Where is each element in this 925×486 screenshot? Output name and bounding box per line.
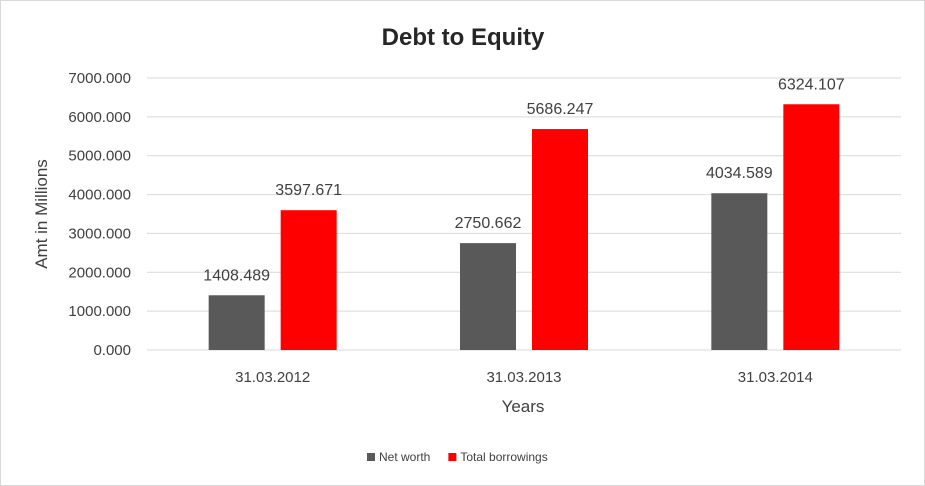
data-label: 2750.662 [455,215,522,232]
legend: Net worth Total borrowings [367,450,548,464]
y-tick-label: 6000.000 [68,109,131,126]
data-label: 5686.247 [527,101,594,118]
data-label: 4034.589 [706,165,773,182]
x-tick-label: 31.03.2014 [738,369,813,386]
y-tick-label: 0.000 [93,342,131,359]
y-axis-title: Amt in Millions [32,159,51,269]
y-tick-label: 3000.000 [68,225,131,242]
bar-net-worth [460,243,516,350]
x-tick-label: 31.03.2012 [235,369,310,386]
bar-total-borrowings [783,104,840,350]
data-label: 6324.107 [778,76,845,93]
x-axis-ticks: 31.03.2012 31.03.2013 31.03.2014 [235,369,813,386]
y-tick-label: 5000.000 [68,148,131,165]
data-label: 1408.489 [203,267,270,284]
y-tick-label: 4000.000 [68,187,131,204]
bars [208,104,840,350]
bar-net-worth [208,295,265,350]
bar-total-borrowings [532,129,588,350]
y-tick-label: 1000.000 [68,303,131,320]
bar-total-borrowings [280,210,337,350]
y-tick-label: 2000.000 [68,264,131,281]
x-tick-label: 31.03.2013 [486,369,561,386]
legend-swatch [367,453,375,461]
chart-title: Debt to Equity [382,24,545,51]
legend-label: Total borrowings [460,450,547,464]
legend-swatch [448,453,457,461]
data-label: 3597.671 [275,182,342,199]
x-axis-title: Years [502,397,545,416]
gridlines [147,77,901,351]
y-axis-ticks: 0.000 1000.000 2000.000 3000.000 4000.000 500… [68,70,131,359]
y-tick-label: 7000.000 [68,70,131,87]
legend-label: Net worth [379,450,430,464]
bar-net-worth [711,193,768,350]
data-labels: 1408.489 3597.671 2750.662 5686.247 4034.589… [203,76,845,284]
